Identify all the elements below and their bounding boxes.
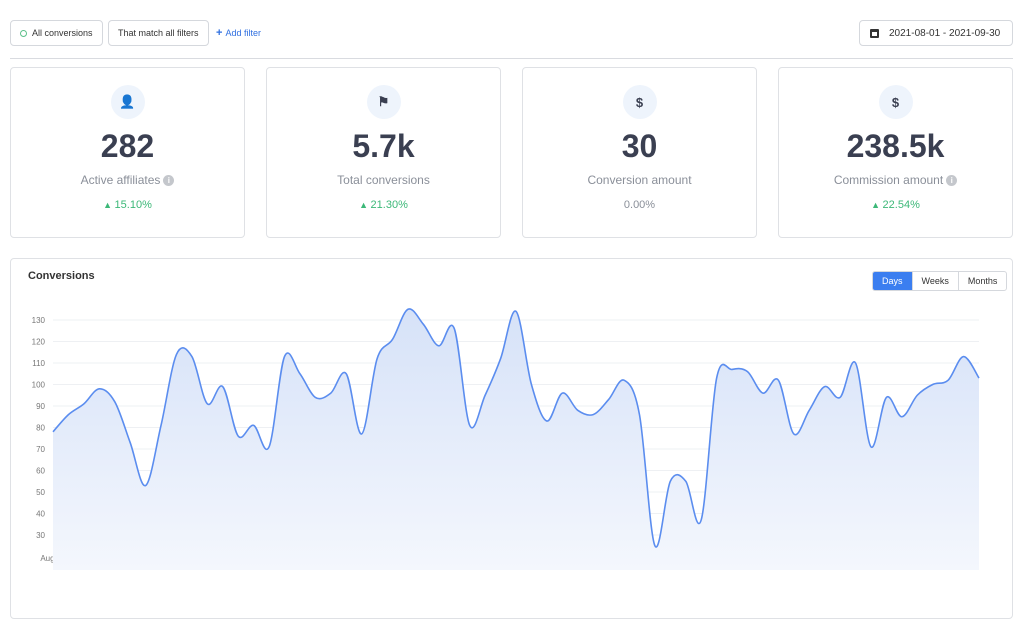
date-range-value: 2021-08-01 - 2021-09-30 <box>889 27 1001 39</box>
y-tick-label: 120 <box>32 338 46 347</box>
user-icon: 👤 <box>110 85 145 119</box>
range-weeks-button[interactable]: Weeks <box>911 272 958 290</box>
arrow-up-icon: ▲ <box>103 200 115 210</box>
stat-change-value: 21.30% <box>370 199 408 211</box>
stat-card: 👤 282 Active affiliates i ▲ 15.10% <box>10 67 245 238</box>
flag-icon: ⚑ <box>366 85 401 119</box>
arrow-up-icon: ▲ <box>871 200 883 210</box>
y-tick-label: 90 <box>36 402 45 411</box>
stat-card: ⚑ 5.7k Total conversions ▲ 21.30% <box>266 67 501 238</box>
y-tick-label: 70 <box>36 445 45 454</box>
stat-label: Conversion amount <box>587 173 692 187</box>
y-tick-label: 110 <box>32 359 45 368</box>
stat-card: $ 238.5k Commission amount i ▲ 22.54% <box>778 67 1013 238</box>
stat-value: 5.7k <box>352 128 415 164</box>
y-tick-label: 30 <box>36 531 45 540</box>
all-conversions-label: All conversions <box>32 28 93 38</box>
y-tick-label: 40 <box>36 510 45 519</box>
dollar-icon: $ <box>622 85 657 119</box>
y-tick-label: 130 <box>32 316 46 325</box>
add-filter-label: Add filter <box>225 28 261 38</box>
info-icon[interactable]: i <box>163 174 175 186</box>
stat-change-value: 22.54% <box>882 199 920 211</box>
series-line <box>52 308 980 548</box>
stat-change: 0.00% <box>523 199 756 211</box>
all-conversions-button[interactable]: All conversions <box>10 20 103 46</box>
chart-title: Conversions <box>28 270 95 282</box>
stat-change-value: 0.00% <box>623 199 656 211</box>
arrow-up-icon: ▲ <box>359 200 371 210</box>
plus-icon: + <box>216 27 223 39</box>
match-filters-label: That match all filters <box>118 28 199 38</box>
conversions-chart-card: Conversions Days Weeks Months <box>10 258 1013 619</box>
info-icon[interactable]: i <box>946 174 958 186</box>
add-filter-link[interactable]: + Add filter <box>216 27 261 39</box>
y-tick-label: 50 <box>36 488 45 497</box>
match-filters-button[interactable]: That match all filters <box>108 20 209 46</box>
range-months-button[interactable]: Months <box>957 272 1007 290</box>
stat-value: 30 <box>621 128 658 164</box>
stat-label: Active affiliates <box>80 173 161 187</box>
date-range-picker[interactable]: 2021-08-01 - 2021-09-30 <box>859 20 1013 46</box>
stat-value: 238.5k <box>846 128 945 164</box>
y-tick-label: 60 <box>36 467 45 476</box>
stat-value: 282 <box>100 128 155 164</box>
status-dot-icon <box>20 29 27 37</box>
stat-change: ▲ 21.30% <box>267 199 500 211</box>
y-tick-label: 100 <box>32 381 46 390</box>
y-tick-label: 80 <box>36 424 45 433</box>
stat-change: ▲ 15.10% <box>11 199 244 211</box>
stat-label: Total conversions <box>337 173 430 187</box>
stat-card: $ 30 Conversion amount 0.00% <box>522 67 757 238</box>
dollar-icon: $ <box>878 85 913 119</box>
stat-change: ▲ 22.54% <box>779 199 1012 211</box>
range-days-button[interactable]: Days <box>873 272 912 290</box>
calendar-icon <box>870 28 879 38</box>
stat-change-value: 15.10% <box>114 199 152 211</box>
area-fill <box>53 308 979 570</box>
range-toggle: Days Weeks Months <box>872 271 1008 291</box>
stat-label: Commission amount <box>833 173 944 187</box>
divider <box>10 58 1013 59</box>
